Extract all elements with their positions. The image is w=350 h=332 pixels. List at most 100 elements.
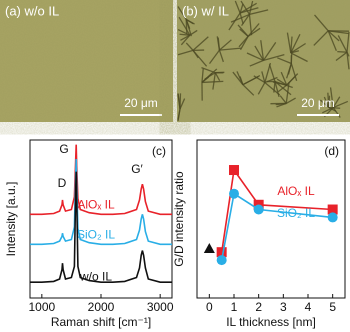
panel-label: (c) — [152, 144, 166, 158]
vein — [192, 36, 209, 51]
vein — [264, 82, 281, 96]
peak-label: G′ — [131, 162, 143, 176]
vein — [192, 49, 208, 67]
vein — [239, 3, 244, 14]
vein — [248, 0, 254, 15]
vein — [285, 82, 290, 104]
x-tick-label: 3000 — [147, 300, 174, 314]
vein — [335, 51, 348, 62]
series-label: SiO₂ IL — [277, 206, 315, 220]
peak-label: D — [58, 176, 67, 190]
vein — [285, 97, 296, 104]
spectrum — [30, 171, 172, 283]
vein — [273, 81, 276, 93]
vein — [276, 78, 288, 86]
vein — [346, 52, 350, 70]
vein — [262, 41, 277, 61]
vein — [290, 50, 300, 54]
vein — [327, 92, 330, 108]
vein — [274, 81, 280, 97]
vein — [185, 18, 194, 25]
vein — [185, 19, 193, 37]
vein — [328, 106, 337, 112]
vein — [332, 100, 349, 109]
x-tick-label: 2000 — [88, 300, 115, 314]
marker — [229, 188, 239, 199]
vein — [249, 59, 264, 67]
vein — [328, 106, 341, 109]
vein — [286, 32, 292, 54]
vein — [239, 7, 259, 14]
vein — [246, 52, 264, 62]
series-line — [220, 192, 333, 261]
vein — [277, 57, 292, 65]
marker — [203, 243, 215, 254]
x-tick-label: 3 — [280, 300, 287, 314]
x-tick-label: 0 — [206, 300, 213, 314]
scale-label: 20 μm — [124, 96, 158, 110]
vein — [261, 71, 266, 83]
vein — [219, 47, 242, 51]
vein — [240, 0, 251, 15]
vein — [277, 84, 288, 93]
series-label: SiO₂ IL — [77, 227, 115, 241]
x-tick-label: 1 — [231, 300, 238, 314]
vein — [319, 99, 330, 108]
vein — [327, 30, 340, 42]
vein — [272, 81, 287, 86]
vein — [249, 9, 269, 16]
vein — [287, 63, 292, 75]
vein — [337, 35, 348, 53]
vein — [177, 49, 194, 56]
vein — [328, 30, 349, 35]
vein — [280, 71, 288, 86]
y-axis-label: G/D intensity ratio — [172, 171, 186, 267]
x-axis-label: Raman shift [cm⁻¹] — [51, 315, 151, 329]
vein — [239, 36, 249, 51]
vein — [234, 0, 241, 14]
micrograph-b: (b) w/ IL 20 μm — [177, 0, 350, 122]
series-label: AlOₓ IL — [277, 184, 315, 198]
vein — [332, 107, 341, 118]
spectrum — [30, 144, 172, 216]
marker — [327, 204, 338, 215]
panel-label: (d) — [324, 144, 339, 158]
vein — [290, 63, 298, 81]
vein — [260, 40, 265, 61]
vein — [290, 33, 301, 54]
vein — [204, 72, 216, 80]
vein — [337, 51, 348, 53]
vein — [185, 19, 188, 34]
marker — [216, 247, 227, 258]
vein — [201, 67, 216, 74]
x-tick-label: 4 — [305, 300, 312, 314]
vein — [248, 14, 253, 36]
vein — [230, 13, 250, 23]
vein — [201, 68, 204, 83]
vein — [177, 6, 187, 20]
vein — [177, 108, 181, 122]
vein — [180, 34, 191, 46]
vein — [247, 23, 260, 37]
vein — [257, 82, 266, 95]
vein — [253, 75, 266, 84]
vein — [179, 33, 190, 36]
plot-frame — [196, 139, 346, 299]
vein — [201, 80, 224, 84]
vein — [263, 53, 285, 62]
series-label: w/o IL — [79, 269, 112, 283]
vein — [290, 52, 308, 63]
vein — [329, 87, 334, 108]
series-line — [220, 167, 333, 253]
marker — [216, 255, 227, 266]
scale-label: 20 μm — [301, 96, 335, 110]
vein — [268, 64, 276, 82]
panel-label: (a) w/o IL — [5, 3, 59, 18]
vein — [212, 72, 216, 90]
marker — [327, 212, 338, 223]
vein — [232, 71, 244, 86]
vein — [290, 42, 306, 54]
vein — [286, 76, 296, 86]
